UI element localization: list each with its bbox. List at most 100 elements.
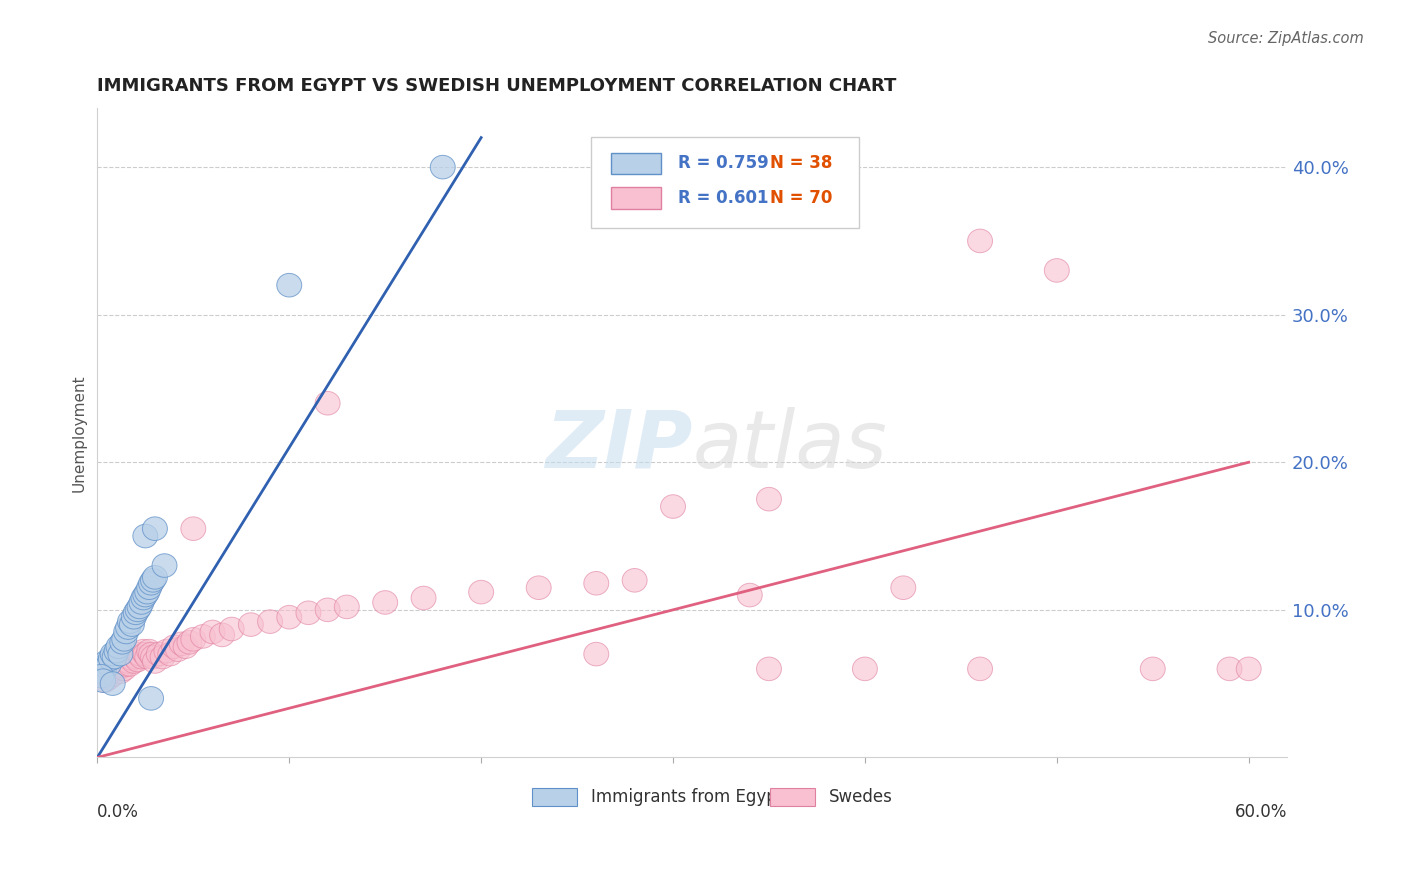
- Ellipse shape: [98, 647, 124, 670]
- Ellipse shape: [583, 642, 609, 666]
- Text: Immigrants from Egypt: Immigrants from Egypt: [591, 788, 783, 806]
- Ellipse shape: [124, 601, 148, 624]
- Text: ZIP: ZIP: [546, 407, 692, 484]
- Bar: [769, 788, 814, 806]
- Ellipse shape: [129, 591, 155, 615]
- Ellipse shape: [135, 645, 160, 669]
- Ellipse shape: [98, 660, 124, 683]
- Ellipse shape: [129, 645, 155, 669]
- Ellipse shape: [127, 595, 152, 619]
- Ellipse shape: [1140, 657, 1166, 681]
- Text: IMMIGRANTS FROM EGYPT VS SWEDISH UNEMPLOYMENT CORRELATION CHART: IMMIGRANTS FROM EGYPT VS SWEDISH UNEMPLO…: [97, 78, 897, 95]
- Ellipse shape: [756, 487, 782, 511]
- Text: R = 0.759: R = 0.759: [678, 154, 769, 172]
- Ellipse shape: [118, 610, 142, 633]
- Ellipse shape: [150, 645, 176, 669]
- Ellipse shape: [1218, 657, 1241, 681]
- Ellipse shape: [583, 572, 609, 595]
- Ellipse shape: [118, 653, 142, 676]
- Ellipse shape: [142, 566, 167, 590]
- Ellipse shape: [115, 615, 141, 640]
- Ellipse shape: [135, 581, 160, 604]
- Bar: [612, 187, 661, 209]
- Ellipse shape: [162, 635, 187, 658]
- Ellipse shape: [737, 583, 762, 607]
- Ellipse shape: [277, 606, 302, 629]
- Ellipse shape: [277, 273, 302, 297]
- Ellipse shape: [468, 581, 494, 604]
- Ellipse shape: [852, 657, 877, 681]
- Ellipse shape: [181, 628, 205, 651]
- Ellipse shape: [115, 649, 141, 673]
- Ellipse shape: [131, 586, 156, 610]
- Ellipse shape: [142, 516, 167, 541]
- Ellipse shape: [661, 495, 686, 518]
- Ellipse shape: [103, 645, 127, 669]
- Ellipse shape: [100, 672, 125, 696]
- Ellipse shape: [200, 620, 225, 644]
- Ellipse shape: [100, 642, 125, 666]
- Ellipse shape: [891, 576, 915, 599]
- Ellipse shape: [93, 669, 118, 692]
- Ellipse shape: [125, 648, 150, 672]
- Text: Source: ZipAtlas.com: Source: ZipAtlas.com: [1208, 31, 1364, 46]
- Ellipse shape: [110, 631, 135, 654]
- Text: N = 38: N = 38: [769, 154, 832, 172]
- Ellipse shape: [132, 642, 157, 666]
- Ellipse shape: [124, 645, 148, 669]
- Ellipse shape: [90, 669, 115, 692]
- Ellipse shape: [104, 654, 129, 678]
- Ellipse shape: [125, 598, 150, 622]
- Ellipse shape: [100, 663, 125, 687]
- Ellipse shape: [169, 632, 194, 656]
- Ellipse shape: [173, 635, 198, 658]
- Ellipse shape: [110, 654, 135, 678]
- Ellipse shape: [131, 640, 156, 663]
- Text: 60.0%: 60.0%: [1234, 803, 1286, 821]
- Ellipse shape: [967, 229, 993, 252]
- Ellipse shape: [157, 642, 183, 666]
- Ellipse shape: [315, 598, 340, 622]
- Text: R = 0.601: R = 0.601: [678, 189, 769, 207]
- Ellipse shape: [411, 586, 436, 610]
- Ellipse shape: [105, 657, 131, 681]
- Ellipse shape: [111, 657, 136, 681]
- Ellipse shape: [141, 645, 166, 669]
- Ellipse shape: [89, 665, 114, 688]
- Ellipse shape: [121, 606, 146, 629]
- FancyBboxPatch shape: [591, 137, 859, 228]
- Bar: [531, 788, 576, 806]
- Text: N = 70: N = 70: [769, 189, 832, 207]
- Ellipse shape: [90, 665, 115, 688]
- Ellipse shape: [239, 613, 263, 636]
- Bar: [612, 153, 661, 174]
- Ellipse shape: [1236, 657, 1261, 681]
- Ellipse shape: [127, 642, 152, 666]
- Ellipse shape: [315, 392, 340, 415]
- Ellipse shape: [526, 576, 551, 599]
- Ellipse shape: [139, 572, 163, 595]
- Ellipse shape: [120, 613, 145, 636]
- Ellipse shape: [141, 568, 166, 592]
- Ellipse shape: [136, 576, 162, 599]
- Ellipse shape: [166, 638, 190, 662]
- Ellipse shape: [139, 642, 163, 666]
- Ellipse shape: [1045, 259, 1070, 282]
- Ellipse shape: [136, 640, 162, 663]
- Ellipse shape: [93, 654, 118, 678]
- Y-axis label: Unemployment: Unemployment: [72, 374, 86, 491]
- Ellipse shape: [94, 649, 120, 673]
- Ellipse shape: [132, 524, 157, 548]
- Text: atlas: atlas: [692, 407, 887, 484]
- Ellipse shape: [219, 617, 245, 640]
- Ellipse shape: [108, 642, 132, 666]
- Ellipse shape: [97, 666, 121, 690]
- Ellipse shape: [114, 620, 139, 644]
- Ellipse shape: [623, 568, 647, 592]
- Ellipse shape: [209, 624, 235, 647]
- Ellipse shape: [967, 657, 993, 681]
- Text: Swedes: Swedes: [830, 788, 893, 806]
- Ellipse shape: [155, 640, 179, 663]
- Ellipse shape: [105, 635, 131, 658]
- Ellipse shape: [373, 591, 398, 615]
